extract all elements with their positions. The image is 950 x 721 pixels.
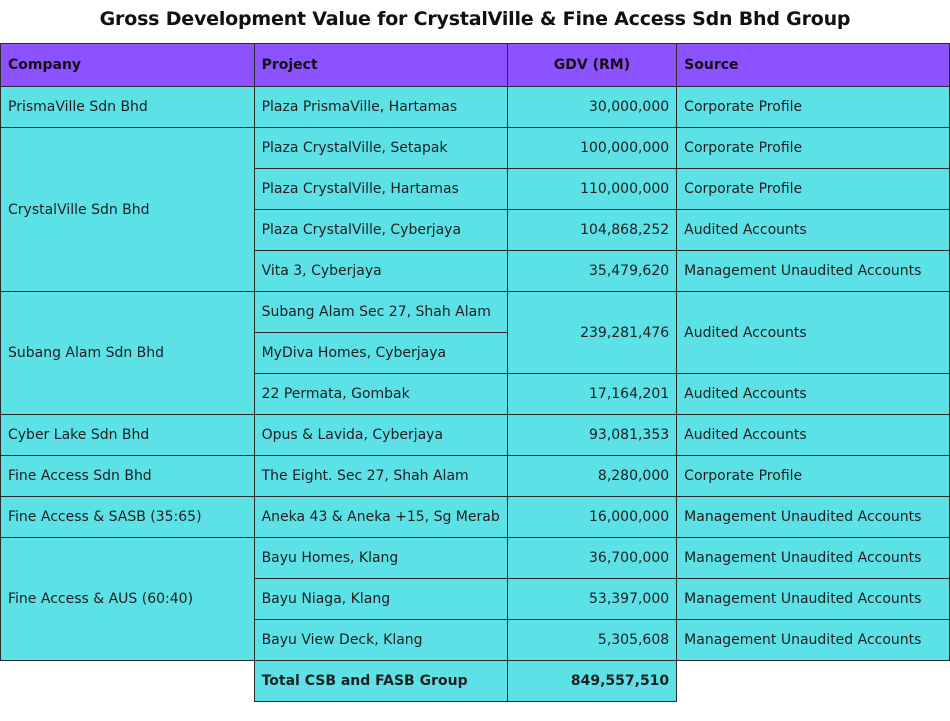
gdv-cell: 104,868,252 (506, 209, 678, 251)
table-row: Plaza CrystalVille, Hartamas 110,000,000… (1, 168, 950, 210)
project-cell: The Eight. Sec 27, Shah Alam (253, 455, 508, 497)
column-header-company: Company (0, 43, 255, 87)
project-cell: Bayu View Deck, Klang (253, 619, 508, 661)
company-cell: Cyber Lake Sdn Bhd (0, 414, 255, 456)
blank-cell (676, 660, 950, 702)
company-cell: PrismaVille Sdn Bhd (0, 86, 255, 128)
table-row: Plaza CrystalVille, Cyberjaya 104,868,25… (1, 209, 950, 251)
gdv-cell: 36,700,000 (506, 537, 678, 579)
source-cell: Audited Accounts (676, 414, 950, 456)
total-label: Total CSB and FASB Group (253, 660, 508, 702)
source-cell: Audited Accounts (676, 209, 950, 251)
project-cell: 22 Permata, Gombak (253, 373, 508, 415)
project-cell: Bayu Homes, Klang (253, 537, 508, 579)
table-row: PrismaVille Sdn Bhd Plaza PrismaVille, H… (0, 86, 950, 128)
project-cell: Subang Alam Sec 27, Shah Alam (253, 291, 508, 333)
gdv-cell: 110,000,000 (506, 168, 678, 210)
source-cell: Audited Accounts (676, 373, 950, 415)
project-cell: Plaza PrismaVille, Hartamas (253, 86, 508, 128)
source-cell: Corporate Profile (676, 455, 950, 497)
project-cell: Aneka 43 & Aneka +15, Sg Merab (253, 496, 508, 538)
project-cell: Vita 3, Cyberjaya (253, 250, 508, 292)
project-cell: Opus & Lavida, Cyberjaya (253, 414, 508, 456)
column-header-project: Project (253, 43, 508, 87)
gdv-cell: 5,305,608 (506, 619, 678, 661)
table-row: CrystalVille Sdn Bhd Plaza CrystalVille,… (0, 127, 950, 292)
company-cell: Fine Access & SASB (35:65) (0, 496, 255, 538)
project-cell: Plaza CrystalVille, Hartamas (253, 168, 508, 210)
gdv-table: Company Project GDV (RM) Source PrismaVi… (0, 43, 950, 702)
page-title: Gross Development Value for CrystalVille… (99, 8, 851, 30)
source-cell: Management Unaudited Accounts (676, 250, 950, 292)
gdv-cell: 53,397,000 (506, 578, 678, 620)
source-cell: Management Unaudited Accounts (676, 619, 950, 661)
gdv-cell: 30,000,000 (506, 86, 678, 128)
total-gdv: 849,557,510 (506, 660, 678, 702)
column-header-source: Source (676, 43, 950, 87)
table-row: Bayu Niaga, Klang 53,397,000 Management … (1, 578, 950, 620)
table-row: Cyber Lake Sdn Bhd Opus & Lavida, Cyberj… (0, 414, 950, 456)
blank-cell (0, 660, 255, 702)
table-row: Vita 3, Cyberjaya 35,479,620 Management … (1, 250, 950, 292)
gdv-cell: 239,281,476 (506, 291, 678, 374)
table-row: Subang Alam Sdn Bhd Subang Alam Sec 27, … (0, 291, 950, 415)
company-cell: Subang Alam Sdn Bhd (0, 291, 255, 415)
project-cell: Plaza CrystalVille, Cyberjaya (253, 209, 508, 251)
gdv-cell: 93,081,353 (506, 414, 678, 456)
table-row: Fine Access & AUS (60:40) Bayu Homes, Kl… (0, 537, 950, 661)
source-cell: Corporate Profile (676, 127, 950, 169)
table-row: Fine Access & SASB (35:65) Aneka 43 & An… (0, 496, 950, 538)
source-cell: Management Unaudited Accounts (676, 578, 950, 620)
company-cell: CrystalVille Sdn Bhd (0, 127, 255, 292)
project-cell: Plaza CrystalVille, Setapak (253, 127, 508, 169)
project-cell: MyDiva Homes, Cyberjaya (253, 332, 508, 374)
source-cell: Management Unaudited Accounts (676, 496, 950, 538)
company-cell: Fine Access Sdn Bhd (0, 455, 255, 497)
table-row: 22 Permata, Gombak 17,164,201 Audited Ac… (1, 373, 950, 415)
column-header-gdv: GDV (RM) (506, 43, 678, 87)
source-cell: Audited Accounts (676, 291, 950, 374)
source-cell: Corporate Profile (676, 168, 950, 210)
company-cell: Fine Access & AUS (60:40) (0, 537, 255, 661)
gdv-cell: 16,000,000 (506, 496, 678, 538)
total-row: Total CSB and FASB Group 849,557,510 (0, 660, 950, 702)
project-cell: Bayu Niaga, Klang (253, 578, 508, 620)
gdv-cell: 35,479,620 (506, 250, 678, 292)
source-cell: Management Unaudited Accounts (676, 537, 950, 579)
table-row: Fine Access Sdn Bhd The Eight. Sec 27, S… (0, 455, 950, 497)
table-row: MyDiva Homes, Cyberjaya (1, 332, 950, 374)
source-cell: Corporate Profile (676, 86, 950, 128)
gdv-cell: 100,000,000 (506, 127, 678, 169)
gdv-cell: 17,164,201 (506, 373, 678, 415)
table-header-row: Company Project GDV (RM) Source (0, 43, 950, 87)
gdv-cell: 8,280,000 (506, 455, 678, 497)
